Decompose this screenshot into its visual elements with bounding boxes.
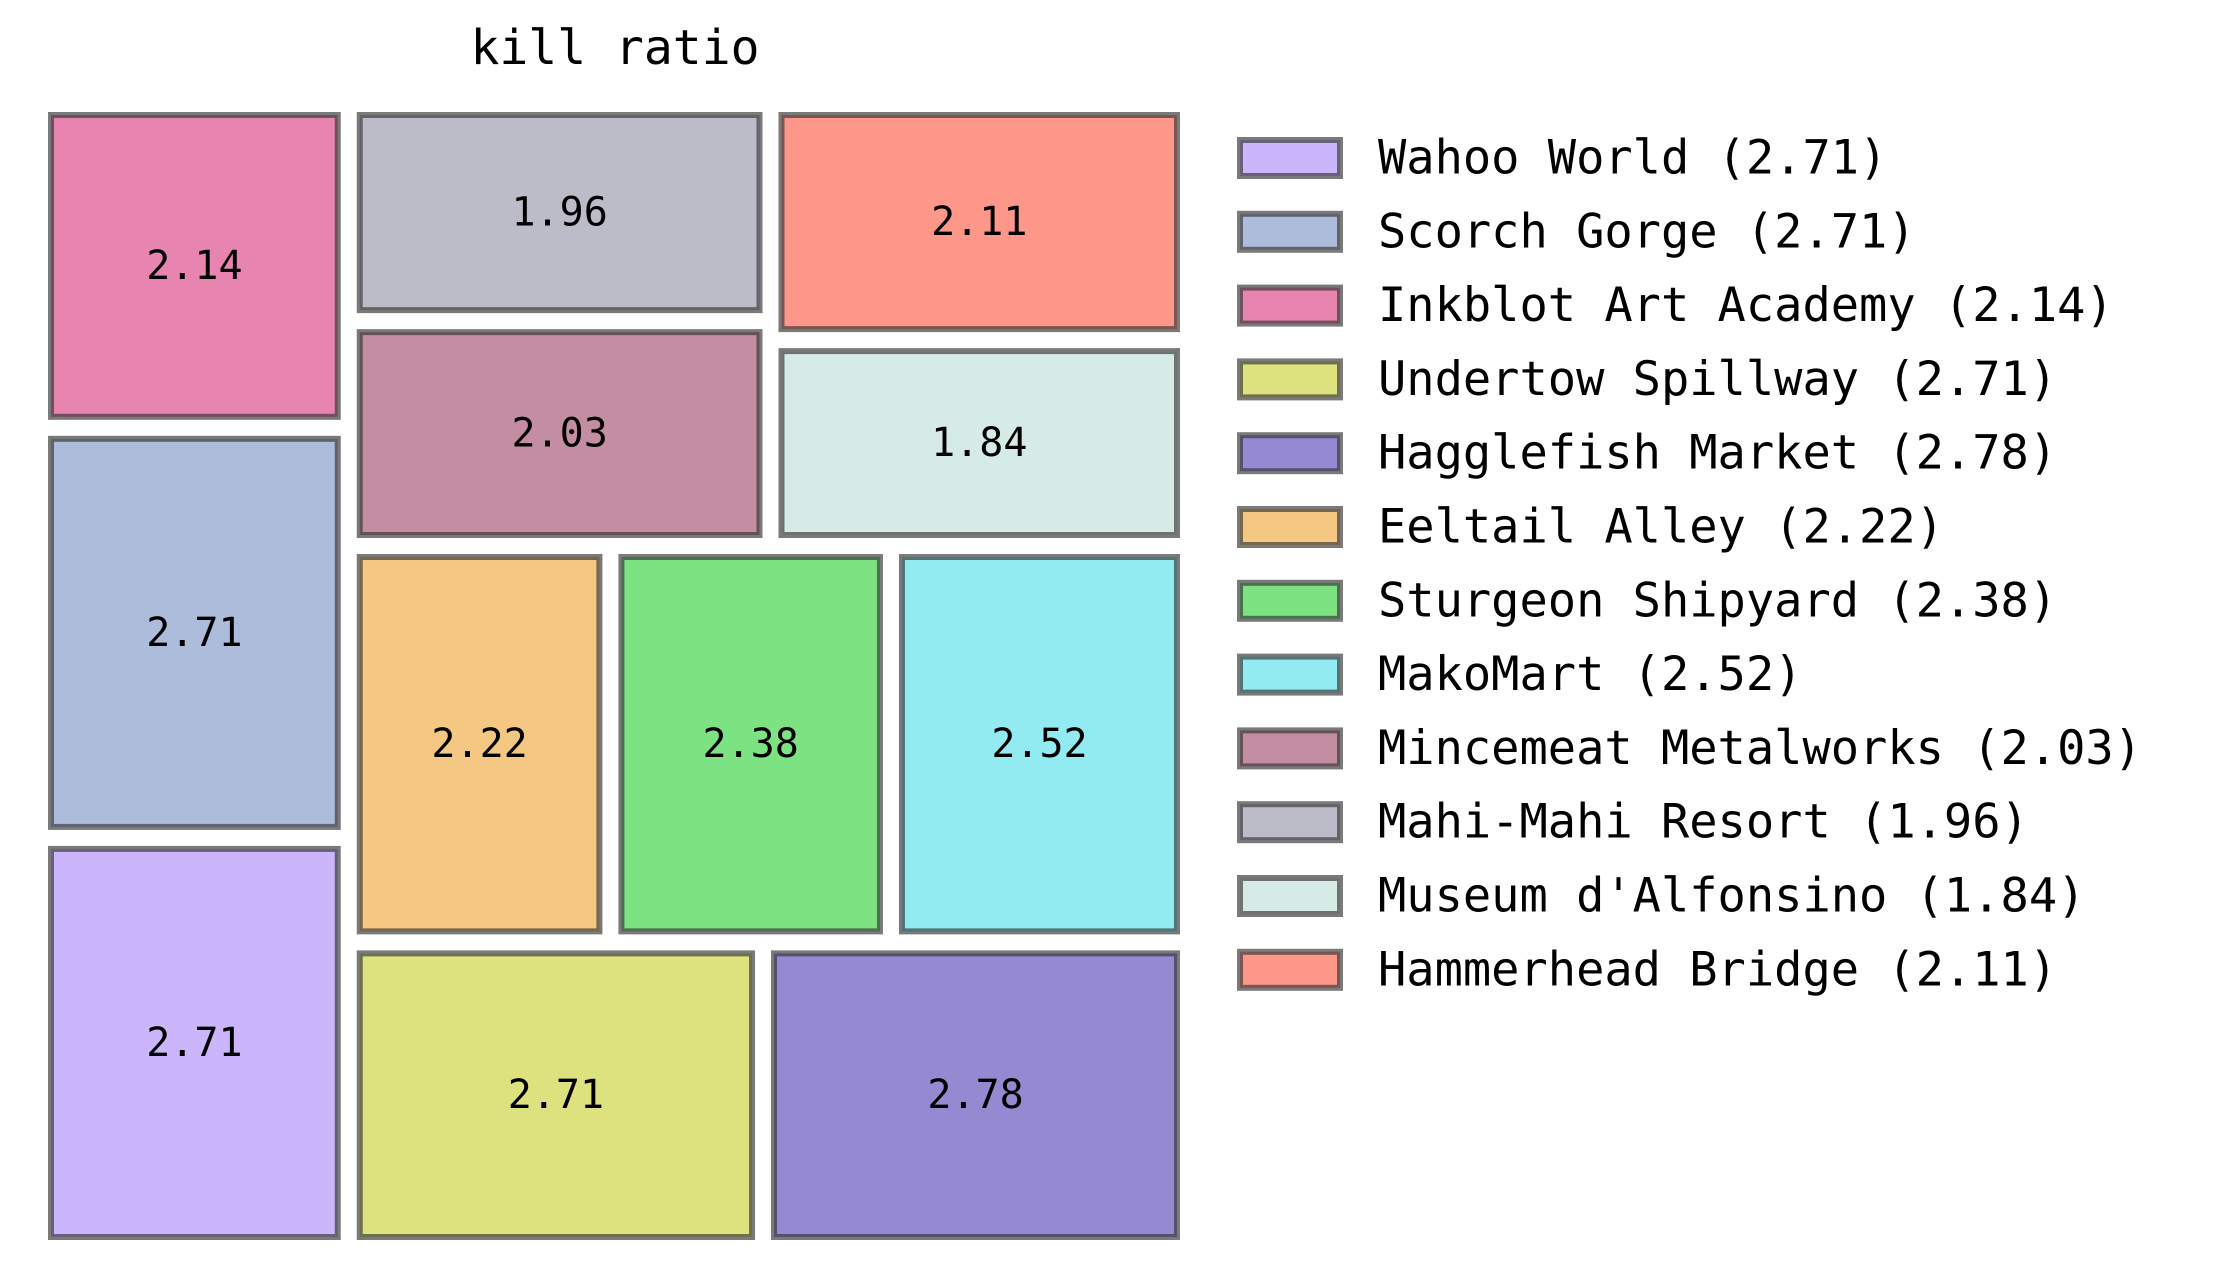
tile-label-makomart: 2.52	[991, 721, 1087, 767]
legend-label-hammerhead-bridge: Hammerhead Bridge (2.11)	[1378, 942, 2057, 997]
legend-label-eeltail-alley: Eeltail Alley (2.22)	[1378, 500, 1944, 555]
treemap-tiles: 2.71 2.71 2.14 2.71 2.78 2.22 2.38 2.52 2.03 1.96…	[48, 112, 1181, 1240]
legend-label-makomart: MakoMart (2.52)	[1378, 647, 1802, 702]
tile-mincemeat-metalworks	[356, 329, 763, 539]
legend-swatch-mincemeat-metalworks	[1237, 727, 1343, 770]
legend-swatch-scorch-gorge	[1237, 210, 1343, 253]
legend-swatch-eeltail-alley	[1237, 506, 1343, 548]
legend-label-hagglefish-market: Hagglefish Market (2.78)	[1378, 426, 2057, 481]
tile-inkblot-art-academy	[48, 112, 341, 420]
legend-swatch-makomart	[1237, 653, 1343, 696]
tile-wahoo-world	[48, 845, 341, 1240]
tile-label-inkblot-art-academy: 2.14	[146, 243, 242, 289]
legend-swatch-sturgeon-shipyard	[1237, 579, 1343, 622]
legend: Wahoo World (2.71) Scorch Gorge (2.71) Ink…	[1237, 131, 2142, 997]
legend-label-museum-d-alfonsino: Museum d'Alfonsino (1.84)	[1378, 869, 2085, 924]
legend-label-wahoo-world: Wahoo World (2.71)	[1378, 131, 1887, 186]
tile-label-wahoo-world: 2.71	[146, 1020, 242, 1066]
tile-hagglefish-market	[771, 950, 1181, 1240]
legend-label-inkblot-art-academy: Inkblot Art Academy (2.14)	[1378, 278, 2114, 333]
legend-swatch-wahoo-world	[1237, 137, 1343, 179]
legend-swatch-mahi-mahi-resort	[1237, 801, 1343, 844]
tile-makomart	[898, 554, 1181, 935]
tile-label-mincemeat-metalworks: 2.03	[511, 411, 607, 457]
tile-label-eeltail-alley: 2.22	[431, 721, 527, 767]
legend-swatch-museum-d-alfonsino	[1237, 875, 1343, 917]
legend-swatch-hagglefish-market	[1237, 432, 1343, 475]
tile-eeltail-alley	[356, 554, 603, 935]
tile-mahi-mahi-resort	[356, 112, 763, 314]
tile-sturgeon-shipyard	[618, 554, 883, 935]
tile-museum-d-alfonsino	[778, 348, 1181, 539]
legend-label-sturgeon-shipyard: Sturgeon Shipyard (2.38)	[1378, 573, 2057, 628]
legend-label-mincemeat-metalworks: Mincemeat Metalworks (2.03)	[1378, 721, 2142, 776]
legend-swatch-inkblot-art-academy	[1237, 284, 1343, 327]
tile-label-undertow-spillway: 2.71	[508, 1072, 604, 1118]
tile-label-hammerhead-bridge: 2.11	[931, 199, 1027, 245]
tile-label-mahi-mahi-resort: 1.96	[511, 190, 607, 236]
tile-label-scorch-gorge: 2.71	[146, 610, 242, 656]
legend-label-undertow-spillway: Undertow Spillway (2.71)	[1378, 352, 2057, 407]
tile-label-sturgeon-shipyard: 2.38	[703, 721, 799, 767]
tile-hammerhead-bridge	[778, 112, 1181, 333]
legend-label-scorch-gorge: Scorch Gorge (2.71)	[1378, 204, 1916, 259]
chart-title: kill ratio	[471, 20, 760, 76]
tile-scorch-gorge	[48, 435, 341, 830]
legend-swatch-hammerhead-bridge	[1237, 948, 1343, 991]
tile-label-hagglefish-market: 2.78	[927, 1072, 1023, 1118]
legend-swatch-undertow-spillway	[1237, 358, 1343, 401]
legend-label-mahi-mahi-resort: Mahi-Mahi Resort (1.96)	[1378, 795, 2029, 850]
tile-label-museum-d-alfonsino: 1.84	[931, 420, 1027, 466]
tile-undertow-spillway	[356, 950, 756, 1240]
